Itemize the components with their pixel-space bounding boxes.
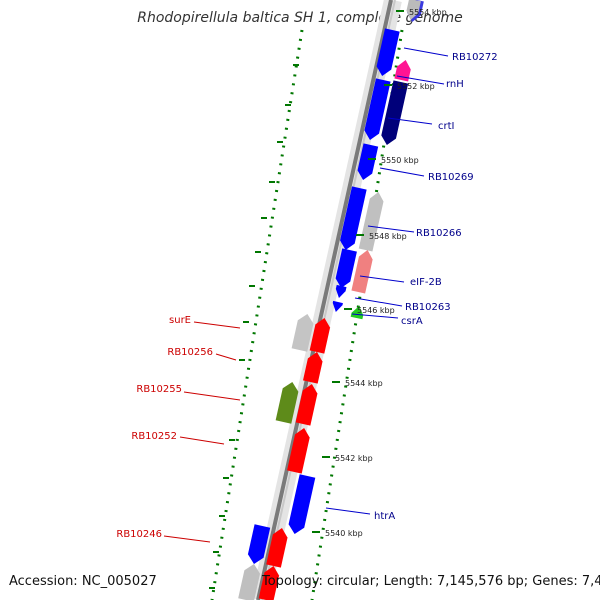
- gene-label: RB10266: [416, 228, 462, 239]
- gene-label: RB10256: [167, 347, 213, 358]
- ruler-label: 5544 kbp: [345, 379, 383, 388]
- ruler-label: 5548 kbp: [369, 232, 407, 241]
- gene-surE-grey: [291, 314, 314, 352]
- gene-label: rnH: [446, 79, 464, 90]
- gene-eIF-2B: [351, 250, 373, 294]
- gene-surE: [309, 318, 331, 354]
- gene-RB10246-blue: [247, 524, 271, 564]
- callout-line: [183, 391, 241, 401]
- callout-line: [396, 75, 445, 85]
- gene-label: eIF-2B: [410, 277, 442, 288]
- gene-label: RB10255: [136, 384, 182, 395]
- gene-blue-3: [357, 143, 379, 180]
- callout-line: [179, 436, 225, 445]
- ruler-label: 5552 kbp: [397, 82, 435, 91]
- gene-features: [238, 0, 424, 600]
- callout-line: [325, 507, 371, 515]
- callout-line: [351, 313, 399, 319]
- gene-blue-5: [335, 248, 357, 288]
- gene-label: surE: [169, 315, 191, 326]
- gene-label: RB10252: [131, 431, 177, 442]
- gene-grey-1: [358, 192, 384, 252]
- callout-line: [193, 321, 241, 329]
- gene-label: csrA: [401, 316, 423, 327]
- gene-top-grey: [406, 0, 421, 20]
- accession-text: Accession: NC_005027: [9, 574, 157, 589]
- gene-blue-2: [364, 78, 391, 140]
- topology-text: Topology: circular; Length: 7,145,576 bp…: [262, 574, 600, 589]
- gene-RB10246: [266, 528, 288, 568]
- callout-line: [163, 535, 211, 543]
- callout-line: [379, 167, 425, 177]
- ruler-label: 5546 kbp: [357, 306, 395, 315]
- gene-bottom-red: [258, 566, 280, 600]
- gene-label: crtI: [438, 121, 454, 132]
- gene-bottom-grey: [238, 564, 261, 600]
- ruler-ticks: 5554 kbp 5552 kbp 5550 kbp 5548 kbp 5546 kbp…: [312, 8, 447, 538]
- gene-RB10256: [303, 352, 323, 384]
- ruler-label: 5542 kbp: [335, 454, 373, 463]
- callout-line: [367, 225, 415, 233]
- gene-blue-7: [332, 300, 343, 312]
- callout-line: [387, 117, 433, 125]
- gene-RB10255: [295, 384, 318, 426]
- callout-line: [354, 297, 403, 307]
- gene-csrA: [350, 306, 364, 320]
- gene-label: RB10246: [116, 529, 162, 540]
- gene-label: RB10263: [405, 302, 451, 313]
- gene-htrA: [288, 474, 316, 534]
- gene-crtI: [381, 80, 409, 145]
- gene-callouts: RB10272 rnH crtI RB10269 RB10266 eIF-2B RB1026…: [116, 47, 498, 543]
- ruler-label: 5554 kbp: [409, 8, 447, 17]
- ruler-label: 5540 kbp: [325, 529, 363, 538]
- callout-line: [359, 275, 405, 283]
- callout-line: [215, 353, 237, 361]
- gene-RB10252: [287, 428, 310, 474]
- gene-blue-6: [335, 284, 347, 298]
- gene-blue-4: [340, 186, 367, 250]
- gene-label: RB10272: [452, 52, 498, 63]
- dot-track-1: [210, 29, 304, 600]
- gene-RB10255-olive: [275, 382, 299, 424]
- callout-line: [403, 47, 449, 57]
- gene-blue-1: [376, 28, 400, 76]
- gene-label: htrA: [374, 511, 395, 522]
- ruler-label: 5550 kbp: [381, 156, 419, 165]
- gene-label: RB10269: [428, 172, 474, 183]
